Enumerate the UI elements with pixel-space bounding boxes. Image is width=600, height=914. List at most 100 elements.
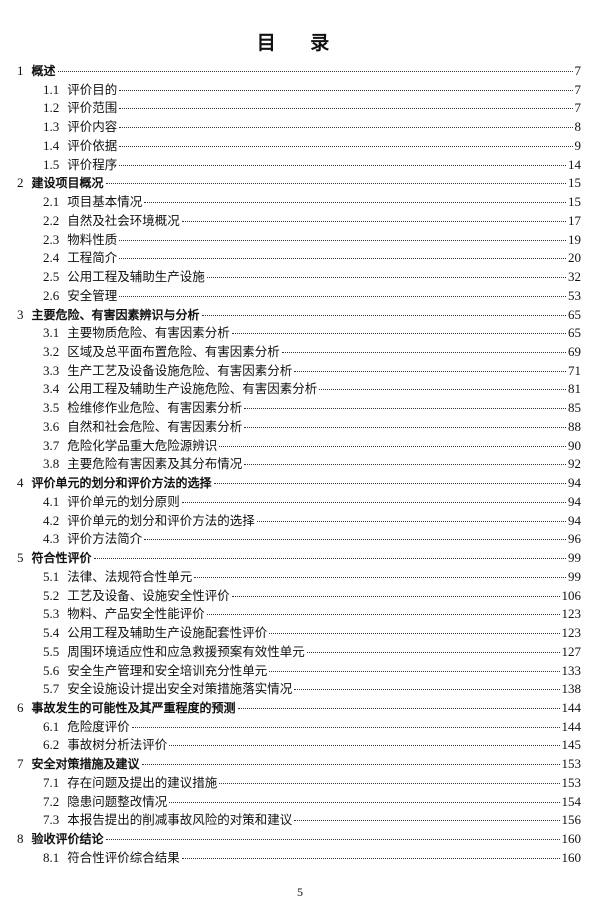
toc-entry-title: 符合性评价综合结果 xyxy=(67,849,180,865)
toc-entry-number: 7.2 xyxy=(43,793,60,809)
dot-leader xyxy=(194,576,566,578)
toc-section-entry[interactable]: 3.4 公用工程及辅助生产设施危险、有害因素分析 81 xyxy=(17,380,581,399)
toc-section-entry[interactable]: 7.3 本报告提出的削减事故风险的对策和建议 156 xyxy=(17,811,581,830)
toc-section-entry[interactable]: 1.1 评价目的 7 xyxy=(17,81,581,100)
toc-entry-number: 1.2 xyxy=(43,100,60,116)
dot-leader xyxy=(169,801,560,803)
toc-entry-title: 评价单元的划分和评价方法的选择 xyxy=(67,512,255,528)
toc-section-entry[interactable]: 4.2 评价单元的划分和评价方法的选择 94 xyxy=(17,512,581,531)
dot-leader xyxy=(294,689,560,691)
toc-entry-page: 127 xyxy=(561,643,582,659)
toc-entry-page: 9 xyxy=(574,137,582,153)
toc-chapter-entry[interactable]: 5 符合性评价 99 xyxy=(17,549,581,568)
toc-entry-title: 安全管理 xyxy=(67,287,118,303)
toc-section-entry[interactable]: 3.2 区域及总平面布置危险、有害因素分析 69 xyxy=(17,343,581,362)
toc-entry-title: 法律、法规符合性单元 xyxy=(67,568,193,584)
toc-entry-number: 2.4 xyxy=(43,250,60,266)
toc-section-entry[interactable]: 4.1 评价单元的划分原则 94 xyxy=(17,493,581,512)
toc-section-entry[interactable]: 2.4 工程简介 20 xyxy=(17,249,581,268)
toc-entry-title: 事故树分析法评价 xyxy=(67,737,168,753)
toc-entry-number: 6.1 xyxy=(43,718,60,734)
toc-chapter-entry[interactable]: 8 验收评价结论 160 xyxy=(17,830,581,849)
toc-entry-title: 工艺及设备、设施安全性评价 xyxy=(67,587,230,603)
toc-entry-page: 7 xyxy=(574,63,582,78)
toc-chapter-entry[interactable]: 2 建设项目概况 15 xyxy=(17,174,581,193)
toc-entry-title: 主要危险有害因素及其分布情况 xyxy=(67,456,243,472)
toc-entry-number: 5.3 xyxy=(43,606,60,622)
dot-leader xyxy=(181,220,566,222)
toc-entry-page: 106 xyxy=(561,587,582,603)
toc-section-entry[interactable]: 3.5 检维修作业危险、有害因素分析 85 xyxy=(17,399,581,418)
toc-section-entry[interactable]: 6.1 危险度评价 144 xyxy=(17,718,581,737)
toc-entry-page: 20 xyxy=(568,250,581,266)
toc-chapter-entry[interactable]: 4 评价单元的划分和评价方法的选择 94 xyxy=(17,474,581,493)
toc-entry-title: 评价单元的划分原则 xyxy=(67,493,180,509)
toc-section-entry[interactable]: 1.5 评价程序 14 xyxy=(17,156,581,175)
dot-leader xyxy=(144,539,566,541)
toc-entry-page: 32 xyxy=(568,269,581,285)
toc-entry-page: 7 xyxy=(574,81,582,97)
toc-section-entry[interactable]: 3.6 自然和社会危险、有害因素分析 88 xyxy=(17,418,581,437)
toc-section-entry[interactable]: 5.3 物料、产品安全性能评价 123 xyxy=(17,605,581,624)
toc-entry-page: 14 xyxy=(568,156,581,172)
toc-entry-title: 生产工艺及设备设施危险、有害因素分析 xyxy=(67,362,293,378)
toc-section-entry[interactable]: 6.2 事故树分析法评价 145 xyxy=(17,736,581,755)
toc-entry-title: 符合性评价 xyxy=(31,551,92,566)
toc-section-entry[interactable]: 5.6 安全生产管理和安全培训充分性单元 133 xyxy=(17,662,581,681)
toc-section-entry[interactable]: 3.3 生产工艺及设备设施危险、有害因素分析 71 xyxy=(17,362,581,381)
toc-entry-page: 88 xyxy=(568,418,581,434)
page-number: 5 xyxy=(297,885,303,899)
toc-section-entry[interactable]: 5.7 安全设施设计提出安全对策措施落实情况 138 xyxy=(17,680,581,699)
toc-entry-page: 19 xyxy=(568,231,581,247)
toc-entry-page: 7 xyxy=(574,100,582,116)
toc-chapter-entry[interactable]: 1 概述 7 xyxy=(17,62,581,81)
dot-leader xyxy=(181,857,560,859)
toc-entry-number: 8.1 xyxy=(43,849,60,865)
toc-section-entry[interactable]: 2.2 自然及社会环境概况 17 xyxy=(17,212,581,231)
toc-section-entry[interactable]: 1.2 评价范围 7 xyxy=(17,99,581,118)
toc-entry-number: 1.1 xyxy=(43,81,60,97)
toc-section-entry[interactable]: 3.1 主要物质危险、有害因素分析 65 xyxy=(17,324,581,343)
toc-section-entry[interactable]: 2.6 安全管理 53 xyxy=(17,287,581,306)
toc-entry-number: 2.3 xyxy=(43,231,60,247)
toc-entry-number: 2.2 xyxy=(43,212,60,228)
toc-section-entry[interactable]: 2.1 项目基本情况 15 xyxy=(17,193,581,212)
toc-section-entry[interactable]: 2.5 公用工程及辅助生产设施 32 xyxy=(17,268,581,287)
toc-entry-number: 2.6 xyxy=(43,287,60,303)
toc-entry-number: 1 xyxy=(17,63,24,78)
toc-section-entry[interactable]: 4.3 评价方法简介 96 xyxy=(17,530,581,549)
toc-chapter-entry[interactable]: 6 事故发生的可能性及其严重程度的预测 144 xyxy=(17,699,581,718)
dot-leader xyxy=(57,71,573,72)
toc-section-entry[interactable]: 5.1 法律、法规符合性单元 99 xyxy=(17,568,581,587)
dot-leader xyxy=(119,145,573,147)
toc-section-entry[interactable]: 5.2 工艺及设备、设施安全性评价 106 xyxy=(17,587,581,606)
toc-section-entry[interactable]: 3.8 主要危险有害因素及其分布情况 92 xyxy=(17,455,581,474)
toc-section-entry[interactable]: 5.4 公用工程及辅助生产设施配套性评价 123 xyxy=(17,624,581,643)
toc-entry-number: 7.1 xyxy=(43,774,60,790)
toc-entry-title: 安全设施设计提出安全对策措施落实情况 xyxy=(67,681,293,697)
dot-leader xyxy=(119,239,566,241)
toc-section-entry[interactable]: 5.5 周围环境适应性和应急救援预案有效性单元 127 xyxy=(17,643,581,662)
toc-entry-number: 1.3 xyxy=(43,119,60,135)
toc-entry-page: 123 xyxy=(561,625,582,641)
toc-entry-number: 3.4 xyxy=(43,381,60,397)
toc-section-entry[interactable]: 1.4 评价依据 9 xyxy=(17,137,581,156)
toc-section-entry[interactable]: 2.3 物料性质 19 xyxy=(17,231,581,250)
toc-entry-number: 7.3 xyxy=(43,812,60,828)
toc-section-entry[interactable]: 3.7 危险化学品重大危险源辨识 90 xyxy=(17,437,581,456)
toc-section-entry[interactable]: 8.1 符合性评价综合结果 160 xyxy=(17,849,581,868)
toc-chapter-entry[interactable]: 7 安全对策措施及建议 153 xyxy=(17,755,581,774)
toc-chapter-entry[interactable]: 3 主要危险、有害因素辨识与分析 65 xyxy=(17,306,581,325)
dot-leader xyxy=(294,370,566,372)
toc-entry-number: 3.3 xyxy=(43,362,60,378)
toc-section-entry[interactable]: 1.3 评价内容 8 xyxy=(17,118,581,137)
toc-section-entry[interactable]: 7.2 隐患问题整改情况 154 xyxy=(17,793,581,812)
toc-entry-title: 评价单元的划分和评价方法的选择 xyxy=(31,476,212,491)
dot-leader xyxy=(119,258,566,260)
dot-leader xyxy=(269,670,560,672)
toc-entry-title: 评价目的 xyxy=(67,81,118,97)
toc-entry-page: 94 xyxy=(568,493,581,509)
dot-leader xyxy=(119,89,573,91)
toc-entry-number: 3.6 xyxy=(43,418,60,434)
toc-section-entry[interactable]: 7.1 存在问题及提出的建议措施 153 xyxy=(17,774,581,793)
